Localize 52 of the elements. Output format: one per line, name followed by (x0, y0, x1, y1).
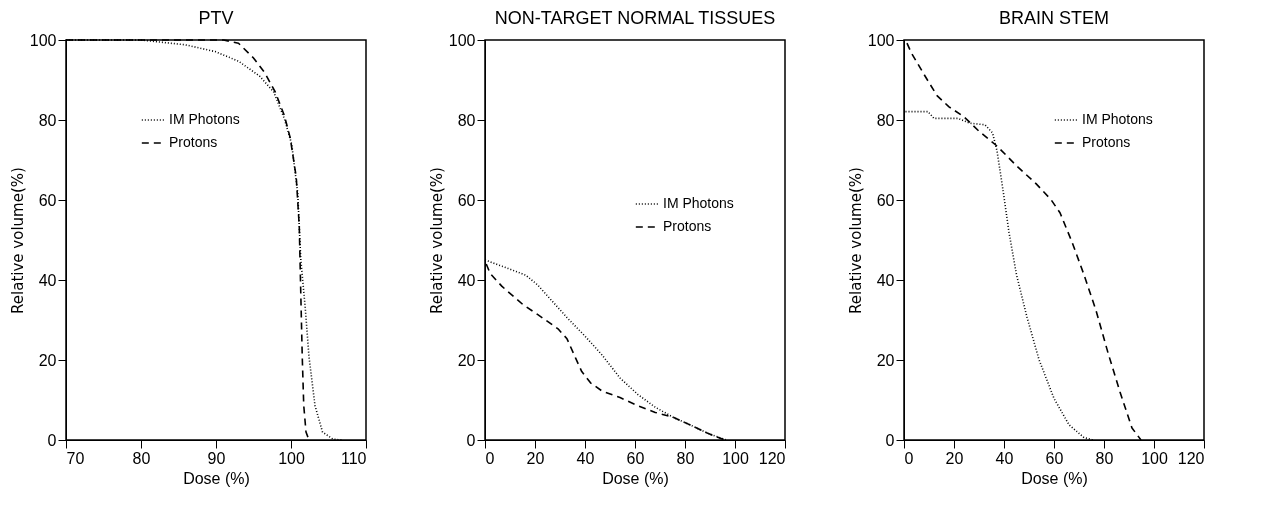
y-tick-label: 0 (466, 431, 476, 449)
x-tick-label: 40 (576, 449, 595, 467)
x-axis-title: Dose (%) (183, 469, 250, 487)
x-tick-label: 70 (66, 449, 85, 467)
y-tick-label: 20 (38, 351, 57, 369)
x-tick-label: 100 (1141, 449, 1168, 467)
x-tick-label: 60 (626, 449, 645, 467)
legend-label: Protons (169, 134, 218, 150)
y-axis-title: Relative volume(%) (846, 167, 865, 314)
y-tick-label: 60 (876, 191, 895, 209)
x-tick-label: 120 (758, 449, 786, 467)
y-tick-label: 60 (38, 191, 57, 209)
x-tick-label: 100 (722, 449, 749, 467)
y-tick-label: 60 (457, 191, 476, 209)
y-tick-label: 20 (876, 351, 895, 369)
y-tick-label: 0 (47, 431, 57, 449)
legend-label: IM Photons (169, 111, 240, 127)
x-axis-title: Dose (%) (602, 469, 669, 487)
y-tick-label: 100 (867, 31, 895, 49)
x-tick-label: 40 (995, 449, 1014, 467)
y-axis-title: Relative volume(%) (427, 167, 446, 314)
x-tick-label: 80 (132, 449, 151, 467)
x-tick-label: 20 (945, 449, 964, 467)
chart-title: NON-TARGET NORMAL TISSUES (494, 8, 776, 28)
y-tick-label: 80 (457, 111, 476, 129)
x-tick-label: 90 (207, 449, 226, 467)
legend-label: IM Photons (1082, 111, 1153, 127)
x-tick-label: 20 (526, 449, 545, 467)
x-tick-label: 0 (485, 449, 495, 467)
x-tick-label: 120 (1177, 449, 1205, 467)
chart-title: PTV (198, 8, 234, 28)
y-tick-label: 80 (876, 111, 895, 129)
y-tick-label: 80 (38, 111, 57, 129)
y-tick-label: 0 (885, 431, 895, 449)
x-tick-label: 80 (1095, 449, 1114, 467)
y-tick-label: 100 (29, 31, 57, 49)
x-tick-label: 0 (904, 449, 914, 467)
y-tick-label: 100 (448, 31, 476, 49)
y-tick-label: 40 (38, 271, 57, 289)
legend-label: IM Photons (663, 195, 734, 211)
chart-title: BRAIN STEM (998, 8, 1110, 28)
x-tick-label: 60 (1045, 449, 1064, 467)
x-tick-label: 100 (278, 449, 305, 467)
legend-label: Protons (663, 218, 712, 234)
x-tick-label: 80 (676, 449, 695, 467)
y-tick-label: 40 (457, 271, 476, 289)
y-axis-title: Relative volume(%) (8, 167, 27, 314)
legend-label: Protons (1082, 134, 1131, 150)
x-tick-label: 110 (340, 449, 367, 467)
x-axis-title: Dose (%) (1021, 469, 1088, 487)
y-tick-label: 20 (457, 351, 476, 369)
y-tick-label: 40 (876, 271, 895, 289)
